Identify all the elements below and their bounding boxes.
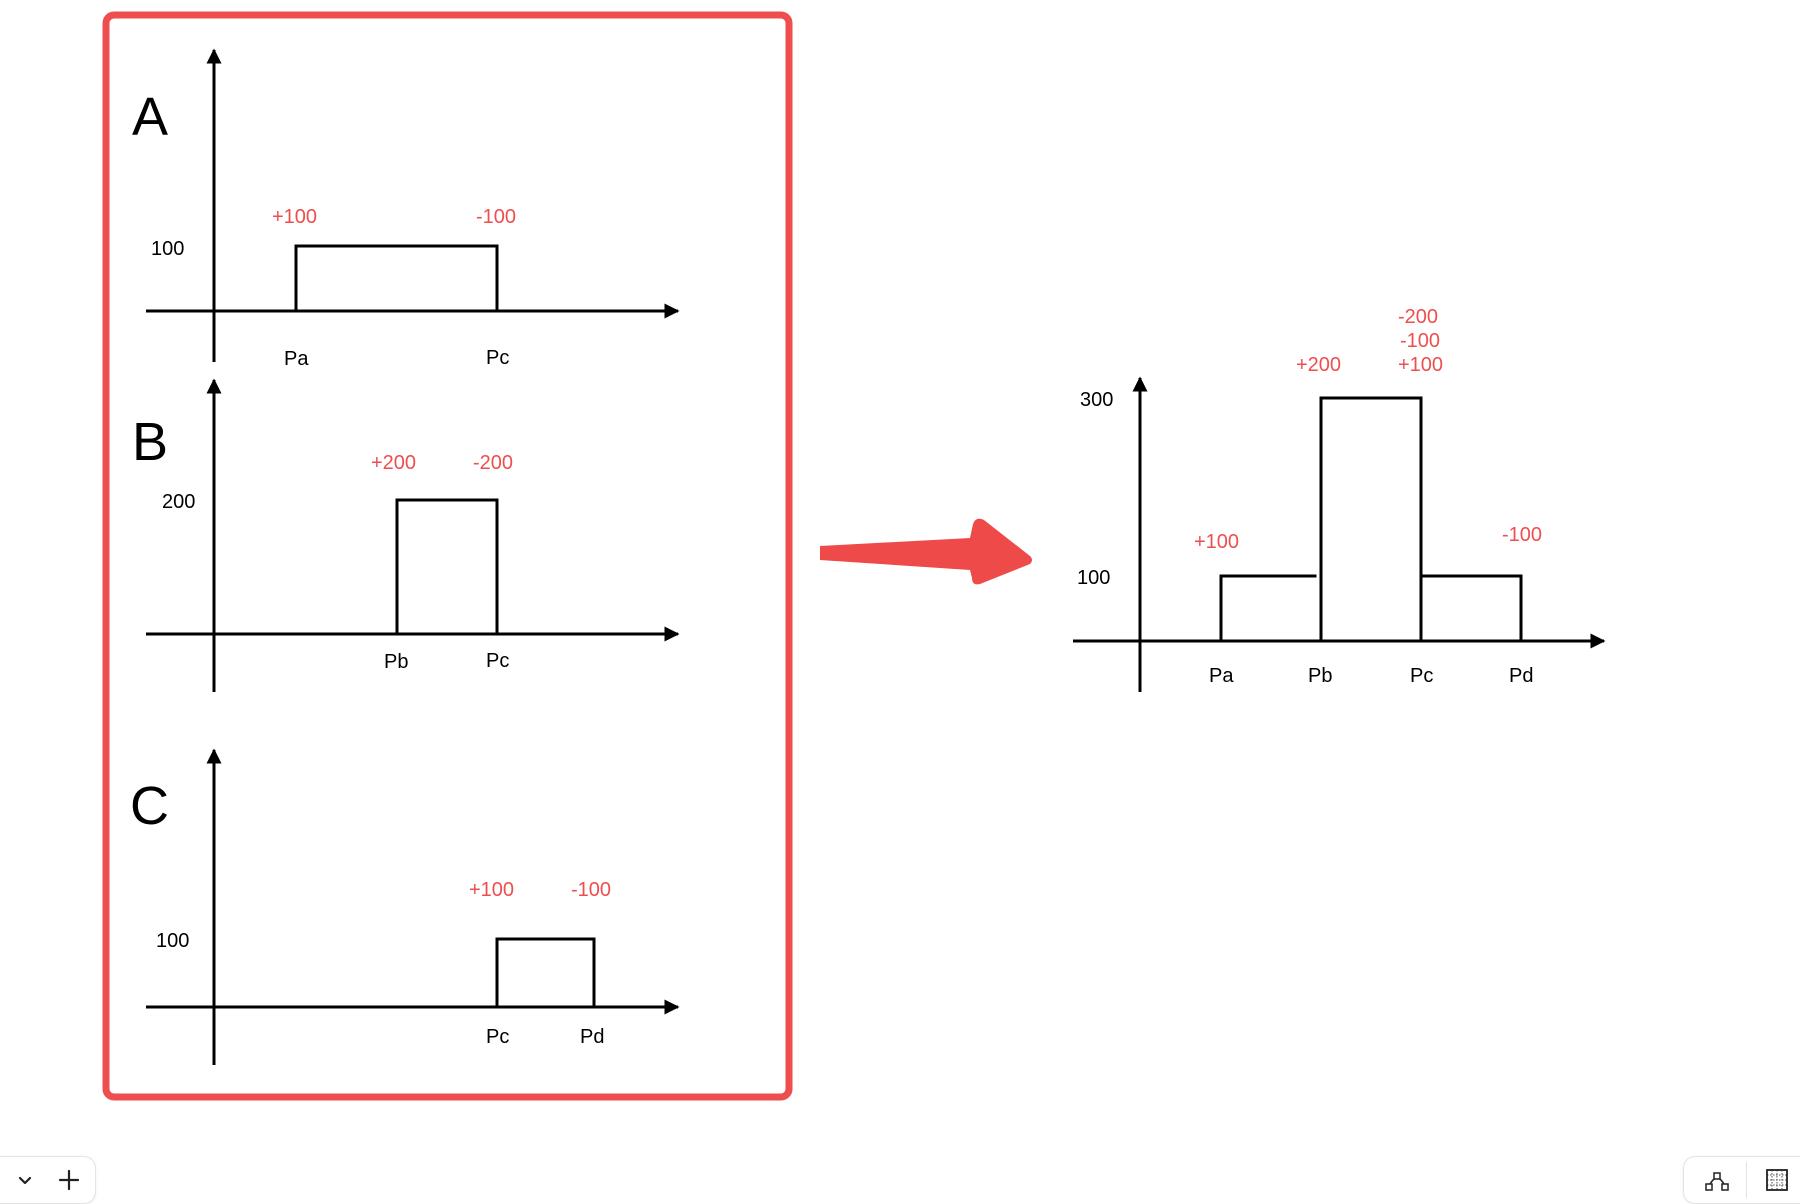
panel-b-annotation-1: +200 (371, 452, 416, 474)
result-x-label-pa: Pa (1209, 665, 1234, 687)
result-annotation-pa: +100 (1194, 531, 1239, 553)
panel-b: B 200 +200 -200 Pb Pc (132, 378, 680, 692)
panel-b-y-label: 200 (162, 491, 195, 513)
result-step-pa (1219, 574, 1317, 643)
panel-a-x-label-1: Pa (284, 348, 309, 370)
panel-a-step (294, 244, 499, 313)
panel-c-annotation-2: -100 (571, 879, 611, 901)
panel-c-letter: C (130, 776, 169, 836)
bottom-left-toolbar (0, 1156, 96, 1204)
add-button[interactable] (47, 1158, 91, 1202)
path-tool-button[interactable] (1688, 1158, 1746, 1202)
panel-c: C 100 +100 -100 Pc Pd (130, 748, 680, 1065)
panel-c-x-label-2: Pd (580, 1026, 604, 1048)
grid-button[interactable] (1747, 1158, 1800, 1202)
panel-b-x-label-1: Pb (384, 651, 408, 673)
panel-a-letter: A (132, 87, 168, 147)
panel-a-annotation-2: -100 (476, 206, 516, 228)
result-y-label-100: 100 (1077, 567, 1110, 589)
panel-c-x-label-1: Pc (486, 1026, 509, 1048)
panel-b-letter: B (132, 412, 168, 472)
result-x-label-pd: Pd (1509, 665, 1533, 687)
panel-c-step (495, 937, 596, 1009)
result-annotation-pc-1: -200 (1398, 306, 1438, 328)
result-x-label-pc: Pc (1410, 665, 1433, 687)
panel-b-annotation-2: -200 (473, 452, 513, 474)
path-tool-icon (1705, 1172, 1729, 1191)
result-step-pd (1422, 574, 1523, 643)
combine-arrow (820, 518, 1032, 585)
collapse-button[interactable] (3, 1158, 47, 1202)
result-chart: 300 100 +100 +200 -200 -100 +100 -100 Pa… (1073, 306, 1606, 692)
panel-b-x-label-2: Pc (486, 650, 509, 672)
plus-icon (58, 1169, 80, 1191)
grid-icon (1766, 1169, 1788, 1191)
panels-frame (102, 11, 793, 1101)
result-step-pb-pc (1319, 396, 1423, 643)
panel-b-step (395, 498, 499, 636)
panel-a-y-label: 100 (151, 238, 184, 260)
toolbar-separator (1746, 1162, 1747, 1198)
result-x-label-pb: Pb (1308, 665, 1332, 687)
panel-c-annotation-1: +100 (469, 879, 514, 901)
result-annotation-pc-3: +100 (1398, 354, 1443, 376)
result-y-label-300: 300 (1080, 389, 1113, 411)
chevron-down-icon (18, 1176, 32, 1185)
panel-c-y-label: 100 (156, 930, 189, 952)
panel-a-x-label-2: Pc (486, 347, 509, 369)
bottom-right-toolbar (1683, 1156, 1800, 1204)
result-annotation-pb: +200 (1296, 354, 1341, 376)
panel-a: A 100 +100 -100 Pa Pc (132, 48, 680, 370)
result-annotation-pd: -100 (1502, 524, 1542, 546)
panel-a-annotation-1: +100 (272, 206, 317, 228)
result-annotation-pc-2: -100 (1400, 330, 1440, 352)
